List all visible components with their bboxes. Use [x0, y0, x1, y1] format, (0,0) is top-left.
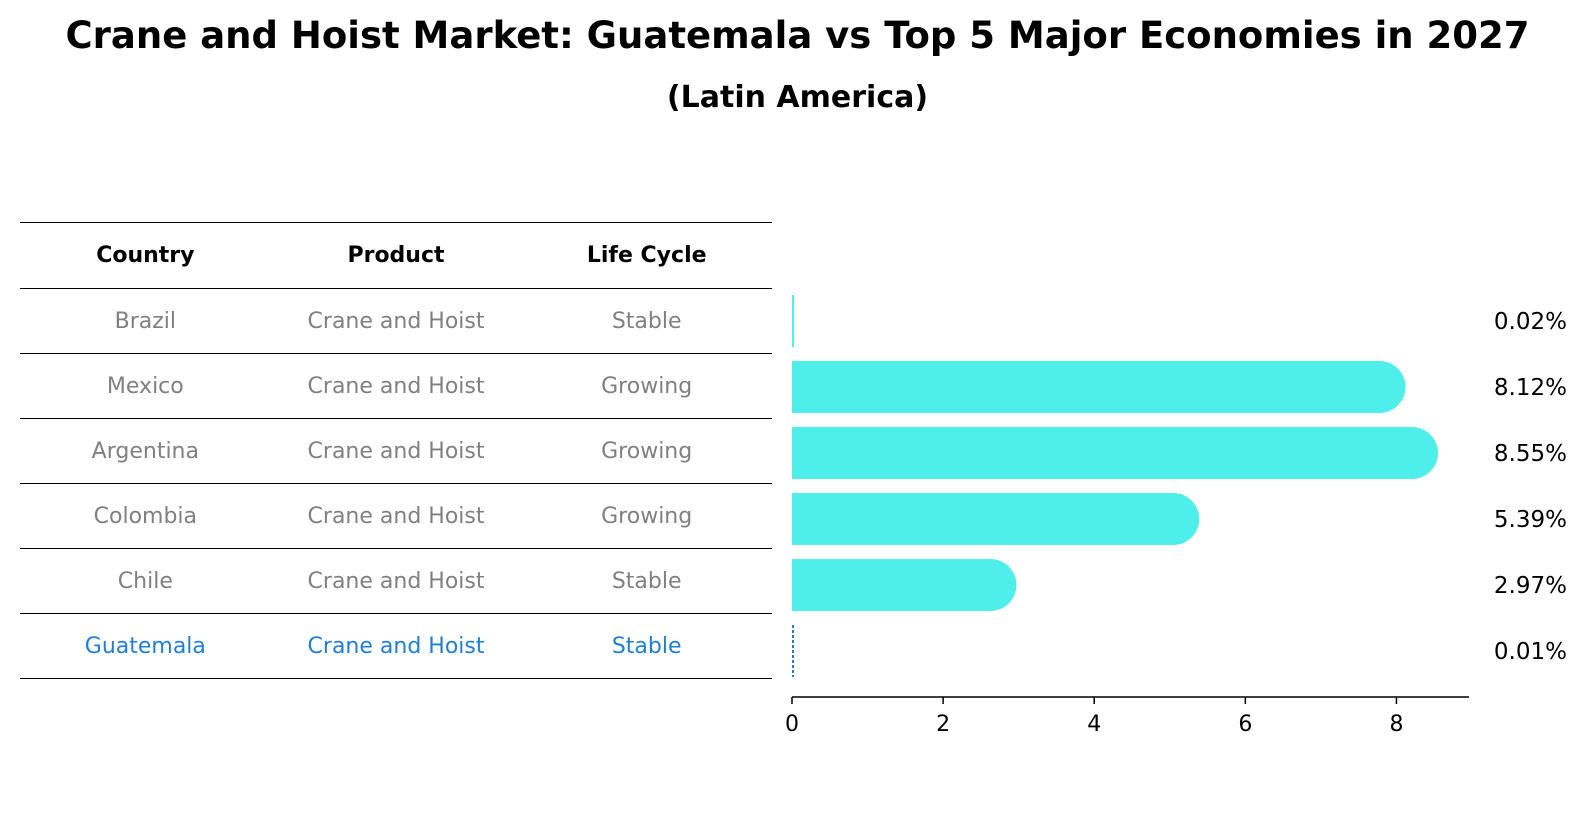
- life-cycle-cell: Stable: [611, 633, 682, 659]
- table-row-highlight: Guatemala Crane and Hoist Stable: [20, 614, 772, 679]
- value-label: 0.02%: [1494, 309, 1567, 335]
- product-cell: Crane and Hoist: [307, 373, 485, 399]
- chart-subtitle: (Latin America): [666, 80, 929, 115]
- x-tick-label: 8: [1389, 712, 1403, 737]
- x-tick-label: 2: [936, 712, 950, 737]
- x-tick-label: 6: [1238, 712, 1252, 737]
- x-tick-label: 4: [1087, 712, 1101, 737]
- table-row: Mexico Crane and Hoist Growing: [20, 354, 772, 419]
- header-life-cycle: Life Cycle: [586, 243, 707, 268]
- value-label: 2.97%: [1494, 573, 1567, 599]
- life-cycle-cell: Stable: [611, 568, 682, 594]
- product-cell: Crane and Hoist: [307, 633, 485, 659]
- bar: [792, 559, 1017, 611]
- table-row: Chile Crane and Hoist Stable: [20, 549, 772, 614]
- table-row: Argentina Crane and Hoist Growing: [20, 419, 772, 484]
- bar: [792, 493, 1200, 545]
- life-cycle-cell: Growing: [601, 438, 693, 464]
- life-cycle-cell: Stable: [611, 308, 682, 334]
- country-cell: Colombia: [93, 503, 198, 529]
- country-cell: Argentina: [91, 438, 199, 464]
- bar: [792, 361, 1406, 413]
- chart-title: Crane and Hoist Market: Guatemala vs Top…: [65, 14, 1530, 57]
- product-cell: Crane and Hoist: [307, 568, 485, 594]
- x-tick-label: 0: [785, 712, 799, 737]
- table-row: Colombia Crane and Hoist Growing: [20, 484, 772, 549]
- market-table: Country Product Life Cycle Brazil Crane …: [20, 222, 772, 679]
- value-label: 8.55%: [1494, 441, 1567, 467]
- header-country: Country: [96, 243, 195, 268]
- bar: [792, 427, 1438, 479]
- product-cell: Crane and Hoist: [307, 308, 485, 334]
- table-row: Brazil Crane and Hoist Stable: [20, 289, 772, 354]
- country-cell: Brazil: [114, 308, 177, 334]
- life-cycle-cell: Growing: [601, 373, 693, 399]
- value-label: 8.12%: [1494, 375, 1567, 401]
- product-cell: Crane and Hoist: [307, 438, 485, 464]
- country-cell: Guatemala: [84, 633, 206, 659]
- life-cycle-cell: Growing: [601, 503, 693, 529]
- country-cell: Chile: [117, 568, 173, 594]
- value-label: 5.39%: [1494, 507, 1567, 533]
- table-header-row: Country Product Life Cycle: [20, 222, 772, 289]
- product-cell: Crane and Hoist: [307, 503, 485, 529]
- header-product: Product: [347, 243, 445, 268]
- country-cell: Mexico: [106, 373, 184, 399]
- value-label: 0.01%: [1494, 639, 1567, 665]
